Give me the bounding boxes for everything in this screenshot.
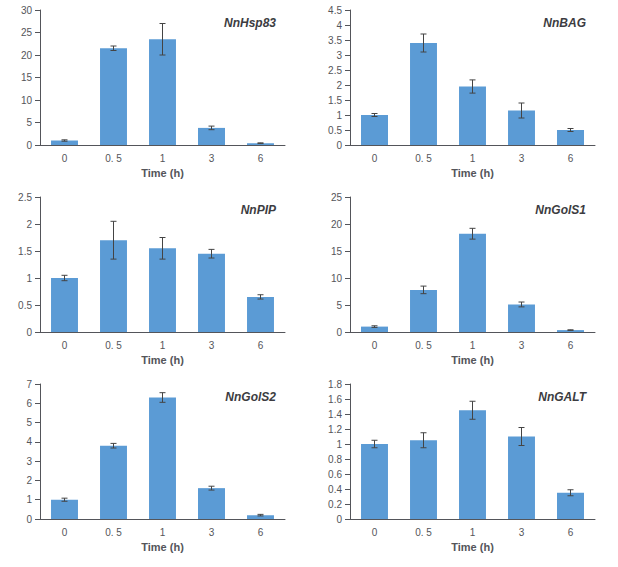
svg-text:0: 0 <box>372 153 378 164</box>
svg-text:NnPIP: NnPIP <box>241 203 277 217</box>
svg-text:5: 5 <box>26 417 32 428</box>
svg-text:25: 25 <box>21 27 33 38</box>
svg-text:3: 3 <box>336 50 342 61</box>
svg-text:1: 1 <box>26 273 32 284</box>
svg-text:4: 4 <box>26 436 32 447</box>
svg-text:0: 0 <box>336 514 342 525</box>
svg-text:0. 5: 0. 5 <box>105 527 122 538</box>
svg-text:Time (h): Time (h) <box>141 541 184 553</box>
svg-text:3.5: 3.5 <box>328 35 342 46</box>
svg-text:20: 20 <box>331 219 343 230</box>
svg-text:1.2: 1.2 <box>328 424 342 435</box>
svg-text:Time (h): Time (h) <box>141 167 184 179</box>
svg-text:6: 6 <box>258 153 264 164</box>
svg-text:2: 2 <box>26 475 32 486</box>
svg-text:0: 0 <box>62 153 68 164</box>
svg-text:15: 15 <box>21 72 33 83</box>
svg-text:0. 5: 0. 5 <box>415 527 432 538</box>
svg-text:Time (h): Time (h) <box>451 541 494 553</box>
svg-text:1: 1 <box>470 527 476 538</box>
svg-text:1.6: 1.6 <box>328 394 342 405</box>
svg-text:0: 0 <box>336 327 342 338</box>
svg-text:Time (h): Time (h) <box>451 167 494 179</box>
svg-text:30: 30 <box>21 5 33 16</box>
svg-text:0.5: 0.5 <box>328 125 342 136</box>
svg-text:3: 3 <box>519 340 525 351</box>
svg-text:0: 0 <box>62 340 68 351</box>
svg-text:0.6: 0.6 <box>328 469 342 480</box>
svg-text:3: 3 <box>209 153 215 164</box>
svg-text:20: 20 <box>21 50 33 61</box>
svg-text:0.8: 0.8 <box>328 454 342 465</box>
svg-text:10: 10 <box>331 273 343 284</box>
svg-text:1: 1 <box>336 110 342 121</box>
svg-text:0: 0 <box>26 327 32 338</box>
svg-text:0: 0 <box>62 527 68 538</box>
svg-text:0.4: 0.4 <box>328 484 342 495</box>
svg-text:1.5: 1.5 <box>328 95 342 106</box>
svg-text:0: 0 <box>26 514 32 525</box>
svg-text:10: 10 <box>21 95 33 106</box>
svg-text:2.5: 2.5 <box>18 192 32 203</box>
svg-text:6: 6 <box>26 398 32 409</box>
svg-text:0. 5: 0. 5 <box>105 340 122 351</box>
svg-text:0.2: 0.2 <box>328 499 342 510</box>
svg-text:0: 0 <box>336 140 342 151</box>
svg-text:NnBAG: NnBAG <box>543 16 586 30</box>
svg-text:NnHsp83: NnHsp83 <box>224 16 276 30</box>
svg-text:3: 3 <box>519 153 525 164</box>
svg-text:4.5: 4.5 <box>328 5 342 16</box>
svg-text:0. 5: 0. 5 <box>415 153 432 164</box>
svg-text:1.5: 1.5 <box>18 246 32 257</box>
svg-text:0. 5: 0. 5 <box>105 153 122 164</box>
svg-text:3: 3 <box>209 340 215 351</box>
svg-text:Time (h): Time (h) <box>141 354 184 366</box>
svg-text:1: 1 <box>160 153 166 164</box>
svg-text:1: 1 <box>336 439 342 450</box>
svg-text:6: 6 <box>568 527 574 538</box>
svg-text:1: 1 <box>26 494 32 505</box>
svg-text:NnGolS2: NnGolS2 <box>225 390 276 404</box>
svg-text:3: 3 <box>26 456 32 467</box>
svg-text:0: 0 <box>26 140 32 151</box>
svg-text:25: 25 <box>331 192 343 203</box>
svg-text:1: 1 <box>160 527 166 538</box>
svg-text:2: 2 <box>26 219 32 230</box>
svg-text:3: 3 <box>209 527 215 538</box>
svg-text:1: 1 <box>470 340 476 351</box>
svg-text:0: 0 <box>372 340 378 351</box>
svg-text:15: 15 <box>331 246 343 257</box>
svg-text:0.5: 0.5 <box>18 300 32 311</box>
svg-text:2.5: 2.5 <box>328 65 342 76</box>
svg-text:3: 3 <box>519 527 525 538</box>
svg-text:1: 1 <box>470 153 476 164</box>
svg-text:7: 7 <box>26 379 32 390</box>
svg-text:6: 6 <box>568 153 574 164</box>
svg-text:6: 6 <box>568 340 574 351</box>
svg-text:0. 5: 0. 5 <box>415 340 432 351</box>
svg-text:NnGolS1: NnGolS1 <box>535 203 586 217</box>
svg-text:1.8: 1.8 <box>328 379 342 390</box>
svg-text:5: 5 <box>336 300 342 311</box>
svg-text:5: 5 <box>26 117 32 128</box>
svg-text:1: 1 <box>160 340 166 351</box>
svg-text:1.4: 1.4 <box>328 409 342 420</box>
svg-text:6: 6 <box>258 340 264 351</box>
svg-text:Time (h): Time (h) <box>451 354 494 366</box>
svg-text:6: 6 <box>258 527 264 538</box>
svg-text:0: 0 <box>372 527 378 538</box>
svg-text:2: 2 <box>336 80 342 91</box>
svg-text:4: 4 <box>336 20 342 31</box>
svg-text:NnGALT: NnGALT <box>538 390 587 404</box>
